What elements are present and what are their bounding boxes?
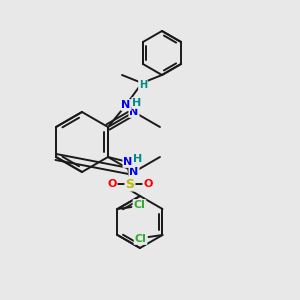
Text: S: S <box>125 178 134 190</box>
Text: H: H <box>132 98 142 108</box>
Text: O: O <box>107 179 117 189</box>
Text: H: H <box>134 154 142 164</box>
Text: O: O <box>143 179 153 189</box>
Text: Cl: Cl <box>134 200 146 210</box>
Text: Cl: Cl <box>135 234 146 244</box>
Text: H: H <box>139 80 147 90</box>
Text: N: N <box>129 107 139 117</box>
Text: N: N <box>123 157 133 167</box>
Text: N: N <box>129 167 139 177</box>
Text: N: N <box>122 100 130 110</box>
